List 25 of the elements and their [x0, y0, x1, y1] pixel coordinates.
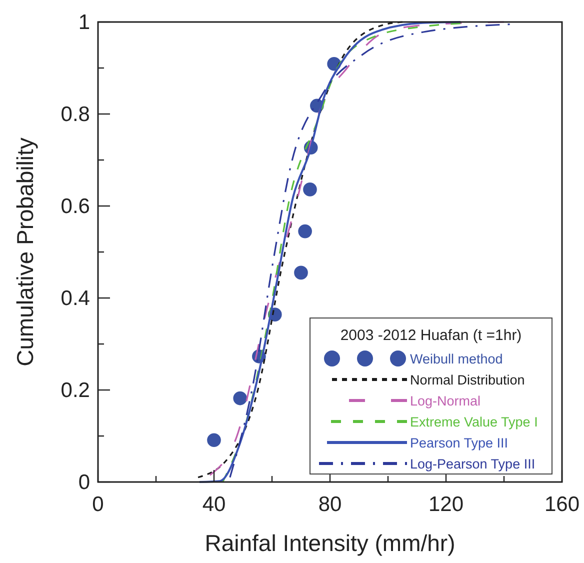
y-tick-label: 0.8 — [60, 103, 90, 126]
y-tick-label: 0 — [78, 471, 90, 494]
text: Normal Distribution — [410, 372, 525, 388]
legend-title: 2003 -2012 Huafan (t =1hr) — [340, 327, 522, 344]
y-tick-label: 1 — [78, 11, 90, 34]
text: Log-Pearson Type III — [410, 456, 536, 472]
x-tick-label: 80 — [318, 493, 342, 516]
point — [207, 433, 221, 448]
point — [303, 182, 317, 196]
text: Pearson Type III — [410, 436, 508, 450]
legend-label: Log-Normal — [410, 394, 481, 408]
x-tick-label: 0 — [92, 493, 104, 516]
point — [298, 224, 312, 238]
y-tick-label: 0.6 — [60, 195, 90, 218]
y-axis-title: Cumulative Probability — [12, 137, 38, 366]
x-tick-label: 40 — [202, 493, 226, 516]
legend-label: Weibull method — [410, 352, 503, 366]
text: Extreme Value Type I — [410, 414, 538, 430]
point — [233, 391, 248, 406]
y-tick-label: 0.4 — [60, 287, 90, 310]
y-tick-label: 0.2 — [60, 379, 90, 402]
x-axis-title: Rainfal Intensity (mm/hr) — [204, 530, 456, 556]
point — [294, 266, 308, 280]
x-tick-label: 160 — [544, 493, 580, 516]
x-tick-label: 120 — [428, 493, 464, 516]
